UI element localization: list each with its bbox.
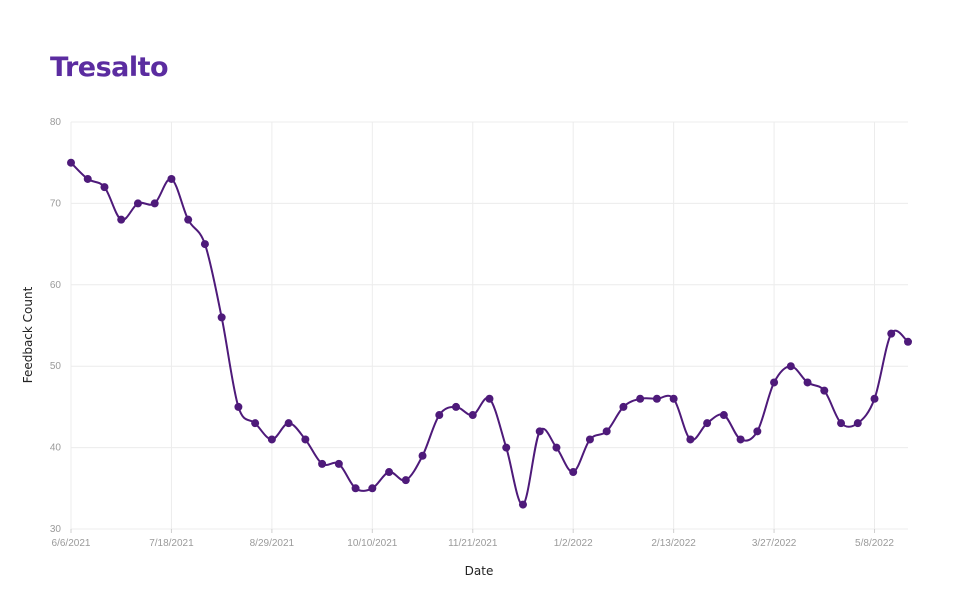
x-tick-label: 5/8/2022 — [855, 538, 894, 549]
data-point[interactable] — [368, 484, 377, 493]
x-tick-label: 2/13/2022 — [651, 538, 696, 549]
data-point[interactable] — [853, 419, 862, 428]
data-point[interactable] — [200, 240, 209, 249]
x-tick-label: 6/6/2021 — [52, 538, 91, 549]
y-tick-label: 30 — [50, 524, 62, 535]
data-point[interactable] — [753, 427, 762, 436]
data-point[interactable] — [301, 435, 310, 444]
data-point[interactable] — [786, 362, 795, 371]
data-point[interactable] — [569, 468, 578, 477]
data-point[interactable] — [334, 459, 343, 468]
x-tick-label: 11/21/2021 — [448, 538, 498, 549]
chart-title: Tresalto — [50, 52, 169, 83]
data-point[interactable] — [284, 419, 293, 428]
data-point[interactable] — [100, 183, 109, 192]
x-tick-label: 10/10/2021 — [347, 538, 397, 549]
data-point[interactable] — [452, 402, 461, 411]
data-point[interactable] — [686, 435, 695, 444]
data-point[interactable] — [217, 313, 226, 322]
data-point[interactable] — [703, 419, 712, 428]
data-point[interactable] — [887, 329, 896, 338]
data-point[interactable] — [485, 394, 494, 403]
data-point[interactable] — [669, 394, 678, 403]
data-point[interactable] — [251, 419, 260, 428]
data-point[interactable] — [267, 435, 276, 444]
data-point[interactable] — [870, 394, 879, 403]
data-point[interactable] — [602, 427, 611, 436]
data-point[interactable] — [117, 215, 126, 224]
data-point[interactable] — [736, 435, 745, 444]
y-tick-label: 60 — [50, 280, 62, 291]
grid — [70, 121, 908, 533]
data-point[interactable] — [820, 386, 829, 395]
x-tick-label: 1/2/2022 — [554, 538, 593, 549]
data-point[interactable] — [385, 468, 394, 477]
data-point[interactable] — [518, 500, 527, 509]
data-point[interactable] — [351, 484, 360, 493]
data-point[interactable] — [652, 394, 661, 403]
series-line — [70, 161, 909, 506]
data-point[interactable] — [770, 378, 779, 387]
data-point[interactable] — [719, 411, 728, 420]
data-point[interactable] — [837, 419, 846, 428]
data-point[interactable] — [83, 174, 92, 183]
x-tick-label: 3/27/2022 — [752, 538, 797, 549]
data-point[interactable] — [468, 411, 477, 420]
data-point[interactable] — [904, 337, 912, 346]
data-point[interactable] — [535, 427, 544, 436]
x-tick-label: 7/18/2021 — [149, 538, 194, 549]
data-point[interactable] — [552, 443, 561, 452]
data-point[interactable] — [585, 435, 594, 444]
data-point[interactable] — [502, 443, 511, 452]
y-tick-label: 70 — [50, 198, 62, 209]
data-point[interactable] — [418, 451, 427, 460]
y-tick-label: 50 — [50, 361, 62, 372]
x-tick-label: 8/29/2021 — [250, 538, 295, 549]
y-tick-label: 40 — [50, 443, 62, 454]
data-point[interactable] — [803, 378, 812, 387]
data-point[interactable] — [318, 459, 327, 468]
data-point[interactable] — [167, 174, 176, 183]
data-point[interactable] — [619, 402, 628, 411]
y-axis-ticks: 30 40 50 60 70 80 — [50, 117, 62, 535]
data-point[interactable] — [67, 158, 75, 167]
data-point[interactable] — [133, 199, 142, 208]
data-point[interactable] — [234, 402, 243, 411]
data-point[interactable] — [401, 476, 410, 485]
data-point[interactable] — [184, 215, 193, 224]
y-axis-title: Feedback Count — [21, 286, 35, 383]
data-point[interactable] — [435, 411, 444, 420]
data-point[interactable] — [150, 199, 159, 208]
data-point[interactable] — [636, 394, 645, 403]
x-axis-title: Date — [465, 564, 494, 578]
x-axis-ticks: 6/6/2021 7/18/2021 8/29/2021 10/10/2021 11/2… — [52, 538, 895, 549]
y-tick-label: 80 — [50, 117, 62, 128]
data-points — [67, 158, 912, 509]
